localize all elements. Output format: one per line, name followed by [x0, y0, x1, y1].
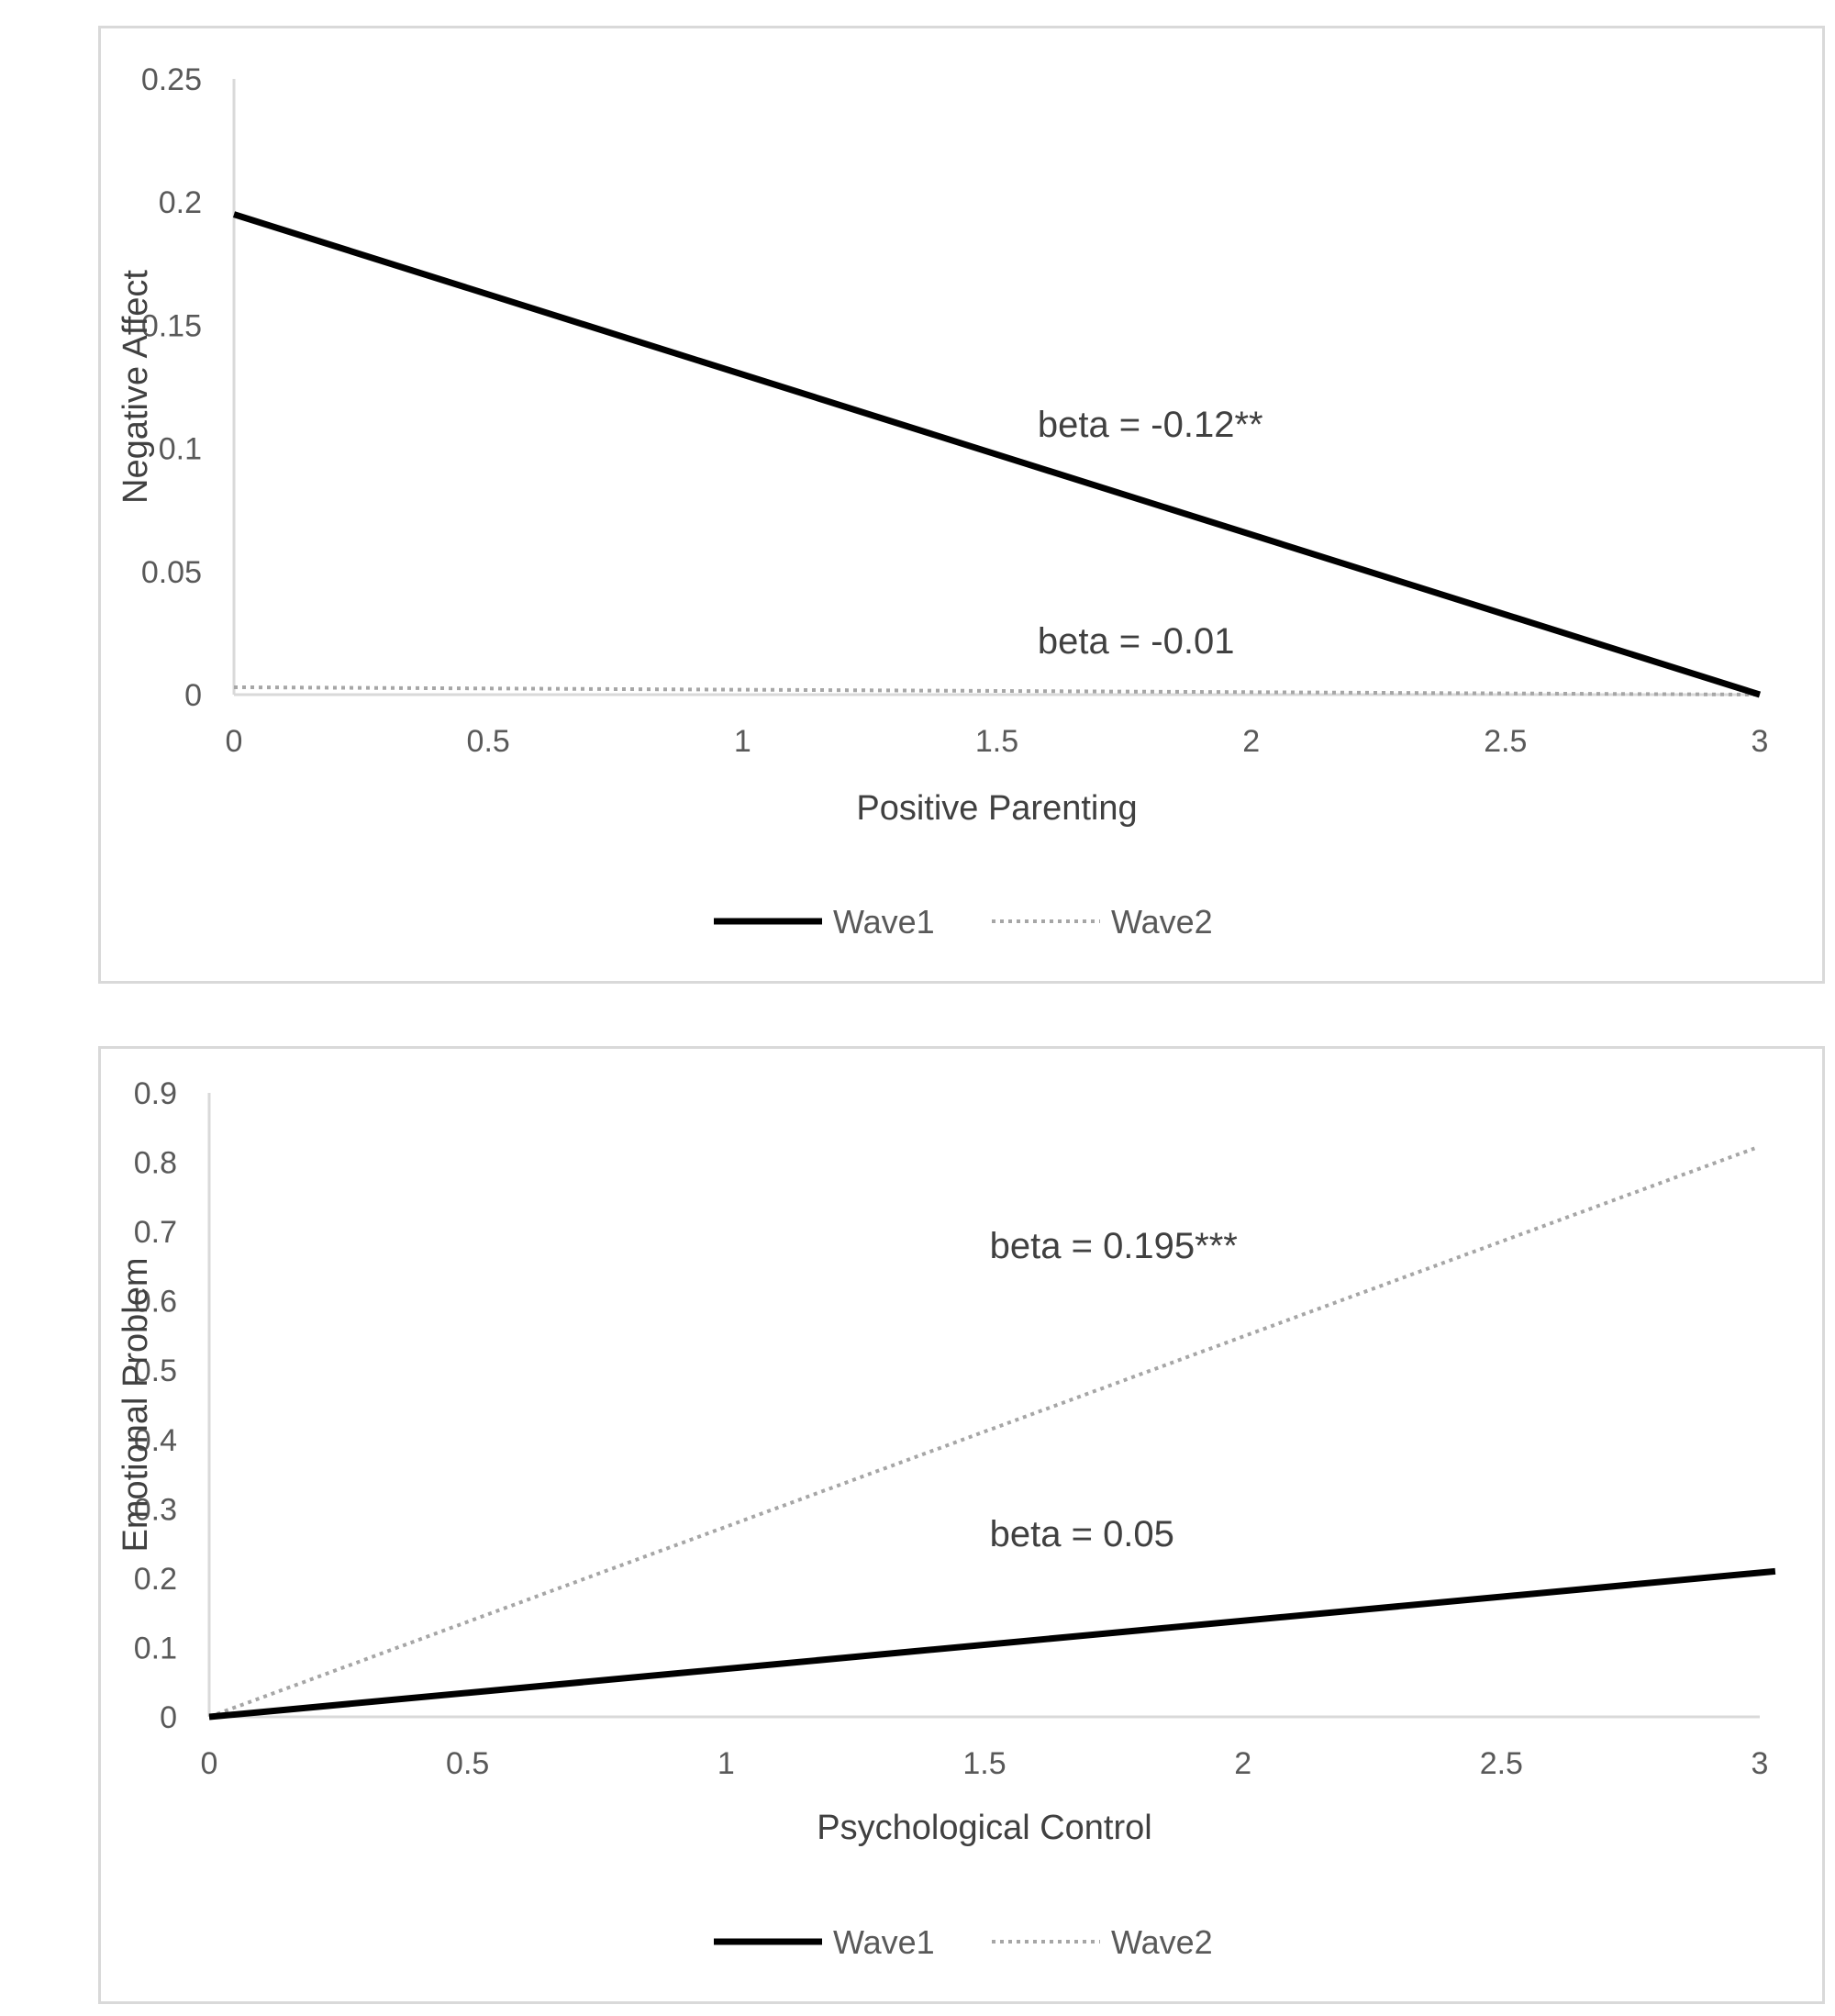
series-line-wave1 — [232, 211, 1762, 698]
beta-annotation: beta = 0.195*** — [990, 1226, 1238, 1266]
x-tick-label: 1.5 — [975, 724, 1018, 759]
beta-annotation: beta = -0.01 — [1038, 621, 1235, 662]
y-tick-label: 0.9 — [134, 1076, 177, 1111]
x-tick-label: 3 — [1752, 1746, 1769, 1781]
y-tick-label: 0.2 — [159, 185, 202, 220]
y-tick-label: 0.5 — [134, 1353, 177, 1388]
y-tick-label: 0.4 — [134, 1423, 177, 1458]
y-tick-label: 0.7 — [134, 1215, 177, 1250]
y-tick-label: 0.15 — [141, 308, 202, 343]
y-axis-title: Emotional Problem — [117, 1257, 155, 1552]
x-tick-label: 0 — [201, 1746, 218, 1781]
x-tick-label: 0.5 — [467, 724, 510, 759]
x-tick-label: 1 — [734, 724, 751, 759]
x-tick-label: 3 — [1752, 724, 1769, 759]
chart-panel-top: 0 0.05 0.1 0.15 0.2 0.25 0 0.5 1 1.5 2 2.5 3 Positive… — [98, 26, 1825, 984]
chart-top: 0 0.05 0.1 0.15 0.2 0.25 0 0.5 1 1.5 2 2.5 3 Positive… — [117, 62, 1769, 941]
x-axis-title: Positive Parenting — [856, 789, 1137, 828]
chart-bottom: 0 0.1 0.2 0.3 0.4 0.5 0.6 0.7 0.8 0.9 0 0.5 1 1.5 2 2.5… — [117, 1076, 1776, 1961]
y-tick-label: 0 — [160, 1700, 177, 1735]
y-tick-label: 0.6 — [134, 1285, 177, 1320]
series-line-wave2 — [208, 1146, 1756, 1719]
y-tick-label: 0.3 — [134, 1492, 177, 1527]
chart-panel-bottom: 0 0.1 0.2 0.3 0.4 0.5 0.6 0.7 0.8 0.9 0 0.5 1 1.5 2 2.5… — [98, 1046, 1825, 2004]
x-tick-label: 1.5 — [962, 1746, 1006, 1781]
legend-label-wave2: Wave2 — [1111, 903, 1213, 941]
x-tick-label: 1 — [717, 1746, 735, 1781]
x-tick-label: 0 — [226, 724, 243, 759]
y-tick-label: 0.1 — [134, 1631, 177, 1665]
x-axis-title: Psychological Control — [817, 1809, 1151, 1847]
legend-label-wave1: Wave1 — [833, 903, 935, 941]
x-tick-label: 2 — [1234, 1746, 1251, 1781]
y-tick-label: 0.1 — [159, 432, 202, 467]
x-tick-label: 2.5 — [1480, 1746, 1523, 1781]
x-tick-label: 2 — [1242, 724, 1260, 759]
y-tick-label: 0.05 — [141, 555, 202, 590]
x-tick-label: 0.5 — [446, 1746, 489, 1781]
beta-annotation: beta = -0.12** — [1038, 405, 1263, 445]
beta-annotation: beta = 0.05 — [990, 1514, 1174, 1554]
y-tick-label: 0.25 — [141, 62, 202, 97]
y-axis-title: Negative Affect — [117, 270, 155, 504]
y-tick-label: 0.8 — [134, 1146, 177, 1181]
series-line-wave2 — [233, 685, 1761, 696]
legend-label-wave1: Wave1 — [833, 1923, 935, 1961]
legend-label-wave2: Wave2 — [1111, 1923, 1213, 1961]
y-tick-label: 0.2 — [134, 1562, 177, 1597]
x-tick-label: 2.5 — [1484, 724, 1527, 759]
series-line-wave1 — [208, 1567, 1776, 1721]
y-tick-label: 0 — [184, 678, 202, 713]
